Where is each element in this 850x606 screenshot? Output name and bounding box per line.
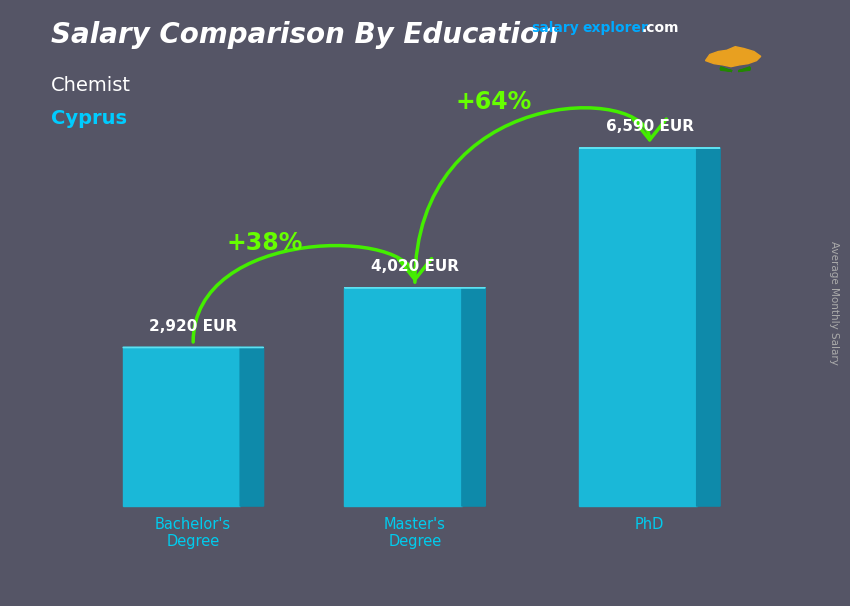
Text: +38%: +38% bbox=[227, 231, 303, 256]
Text: 4,020 EUR: 4,020 EUR bbox=[371, 259, 459, 274]
Polygon shape bbox=[579, 148, 697, 506]
Text: 6,590 EUR: 6,590 EUR bbox=[606, 119, 694, 135]
Text: Salary Comparison By Education: Salary Comparison By Education bbox=[51, 21, 559, 49]
Text: Average Monthly Salary: Average Monthly Salary bbox=[829, 241, 839, 365]
Polygon shape bbox=[462, 288, 485, 506]
Polygon shape bbox=[706, 47, 761, 67]
FancyArrowPatch shape bbox=[193, 245, 432, 342]
Polygon shape bbox=[697, 148, 720, 506]
Text: explorer: explorer bbox=[582, 21, 648, 35]
Text: +64%: +64% bbox=[455, 90, 531, 113]
FancyArrowPatch shape bbox=[415, 108, 666, 282]
Text: PhD: PhD bbox=[635, 517, 665, 532]
Polygon shape bbox=[122, 347, 240, 506]
Text: 2,920 EUR: 2,920 EUR bbox=[149, 319, 237, 334]
Text: Bachelor's
Degree: Bachelor's Degree bbox=[155, 517, 231, 550]
Text: Cyprus: Cyprus bbox=[51, 109, 127, 128]
Text: Master's
Degree: Master's Degree bbox=[384, 517, 446, 550]
Text: salary: salary bbox=[531, 21, 579, 35]
Polygon shape bbox=[240, 347, 264, 506]
Text: .com: .com bbox=[642, 21, 679, 35]
Text: Chemist: Chemist bbox=[51, 76, 131, 95]
Polygon shape bbox=[344, 288, 462, 506]
